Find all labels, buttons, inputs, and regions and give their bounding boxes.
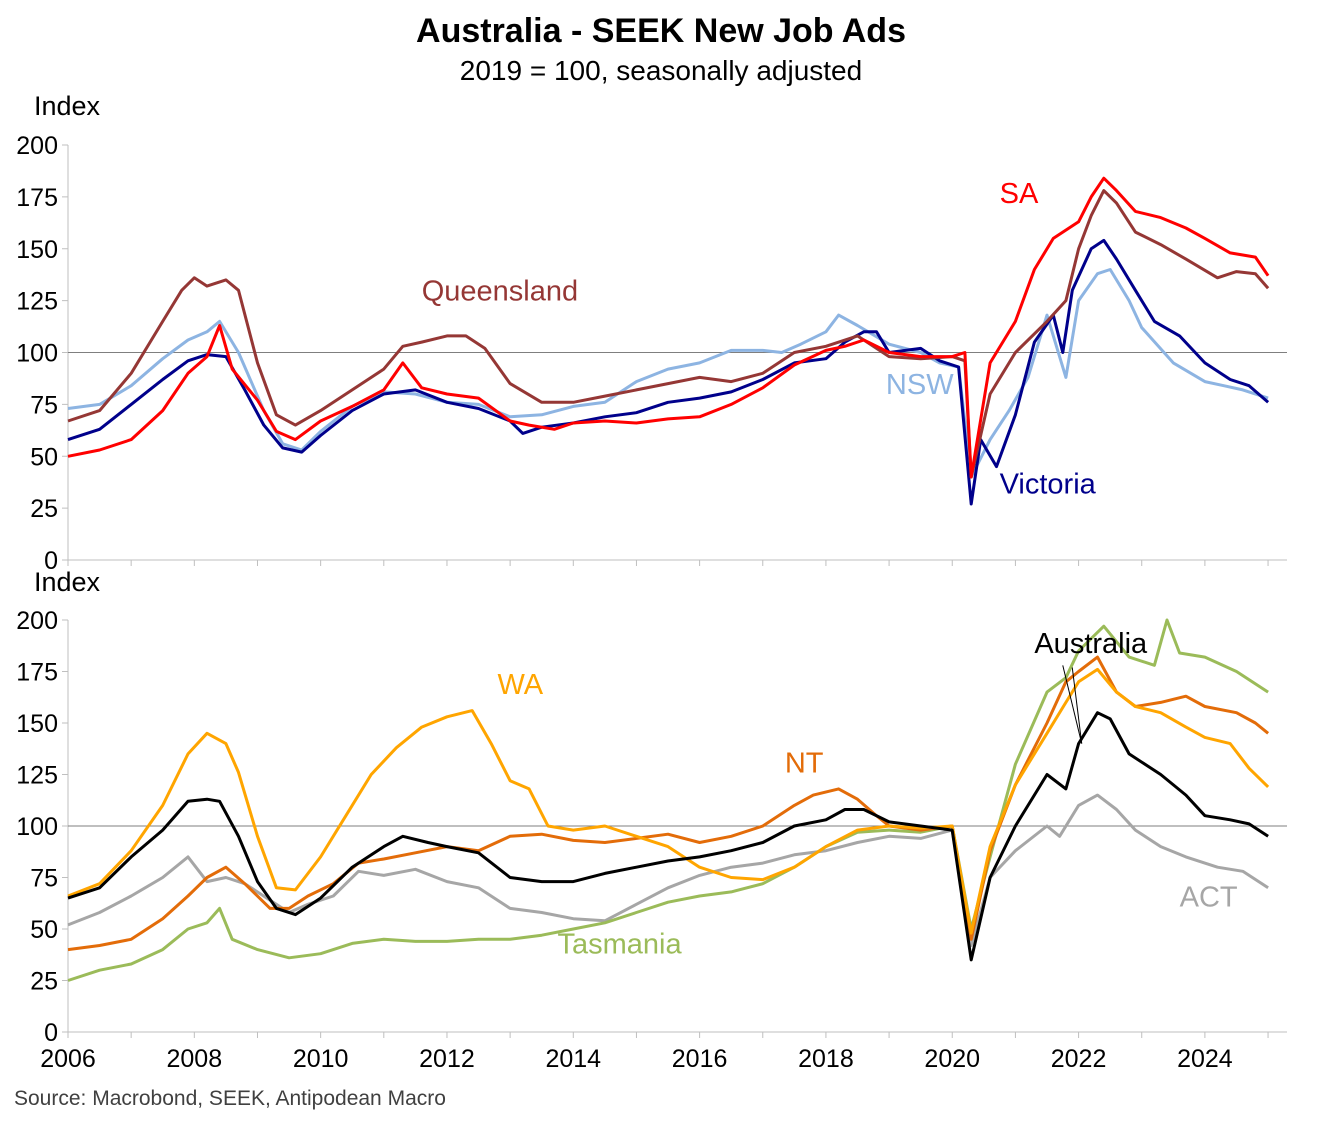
x-tick-label: 2010 — [293, 1045, 349, 1073]
x-tick-label: 2012 — [419, 1045, 475, 1073]
x-tick-label: 2014 — [545, 1045, 601, 1073]
y-tick-label: 175 — [16, 184, 58, 212]
series-label-nt: NT — [785, 747, 824, 779]
series-line-nt — [67, 655, 1270, 952]
y-tick-label: 50 — [30, 443, 58, 471]
series-label-australia: Australia — [1034, 628, 1148, 660]
series-line-act — [67, 793, 1269, 947]
y-tick-label: 150 — [16, 710, 58, 738]
x-tick-label: 2022 — [1051, 1045, 1107, 1073]
x-tick-label: 2018 — [798, 1045, 854, 1073]
series-line-nsw — [67, 268, 1269, 479]
y-tick-label: 150 — [16, 236, 58, 264]
x-tick-label: 2006 — [40, 1045, 96, 1073]
chart-subtitle: 2019 = 100, seasonally adjusted — [460, 55, 862, 86]
y-tick-label: 75 — [30, 865, 58, 893]
y-tick-label: 125 — [16, 288, 58, 316]
x-tick-label: 2024 — [1177, 1045, 1233, 1073]
y-axis-label: Index — [34, 567, 101, 597]
y-tick-label: 25 — [30, 495, 58, 523]
series-label-nsw: NSW — [886, 369, 954, 401]
x-tick-label: 2016 — [672, 1045, 728, 1073]
series-label-sa: SA — [1000, 178, 1039, 210]
series-line-tasmania — [67, 618, 1269, 982]
y-tick-label: 0 — [44, 1019, 58, 1047]
y-axis-label: Index — [34, 91, 101, 121]
y-tick-label: 200 — [16, 132, 58, 160]
series-label-tasmania: Tasmania — [557, 929, 682, 961]
series-line-queensland — [67, 189, 1270, 479]
y-tick-label: 25 — [30, 968, 58, 996]
y-tick-label: 175 — [16, 659, 58, 687]
australia-leader-line — [1062, 665, 1083, 744]
series-label-act: ACT — [1180, 881, 1238, 913]
panel-bottom: Index 0 25 50 75 100 125 150 175 200 2006 2008 2010 2… — [16, 567, 1287, 1073]
series-label-wa: WA — [497, 669, 543, 701]
series-label-queensland: Queensland — [422, 276, 578, 308]
x-tick-label: 2008 — [167, 1045, 223, 1073]
series-line-australia — [67, 711, 1269, 962]
y-tick-label: 100 — [16, 813, 58, 841]
x-tick-label: 2020 — [924, 1045, 980, 1073]
y-tick-label: 50 — [30, 916, 58, 944]
y-tick-label: 125 — [16, 762, 58, 790]
y-tick-label: 100 — [16, 340, 58, 368]
series-label-victoria: Victoria — [1000, 469, 1097, 501]
series-line-victoria — [67, 238, 1270, 506]
y-tick-label: 200 — [16, 607, 58, 635]
series-line-wa — [67, 667, 1270, 935]
y-tick-label: 75 — [30, 391, 58, 419]
y-tick-label: 0 — [44, 547, 58, 575]
chart-title: Australia - SEEK New Job Ads — [416, 12, 906, 50]
source-note: Source: Macrobond, SEEK, Antipodean Macr… — [14, 1087, 446, 1110]
series-line-sa — [67, 176, 1270, 479]
australia-leader-line — [1071, 667, 1083, 744]
panel-top: Index 0 25 50 75 100 125 150 175 200 NSW Victoria Qu… — [16, 91, 1287, 575]
